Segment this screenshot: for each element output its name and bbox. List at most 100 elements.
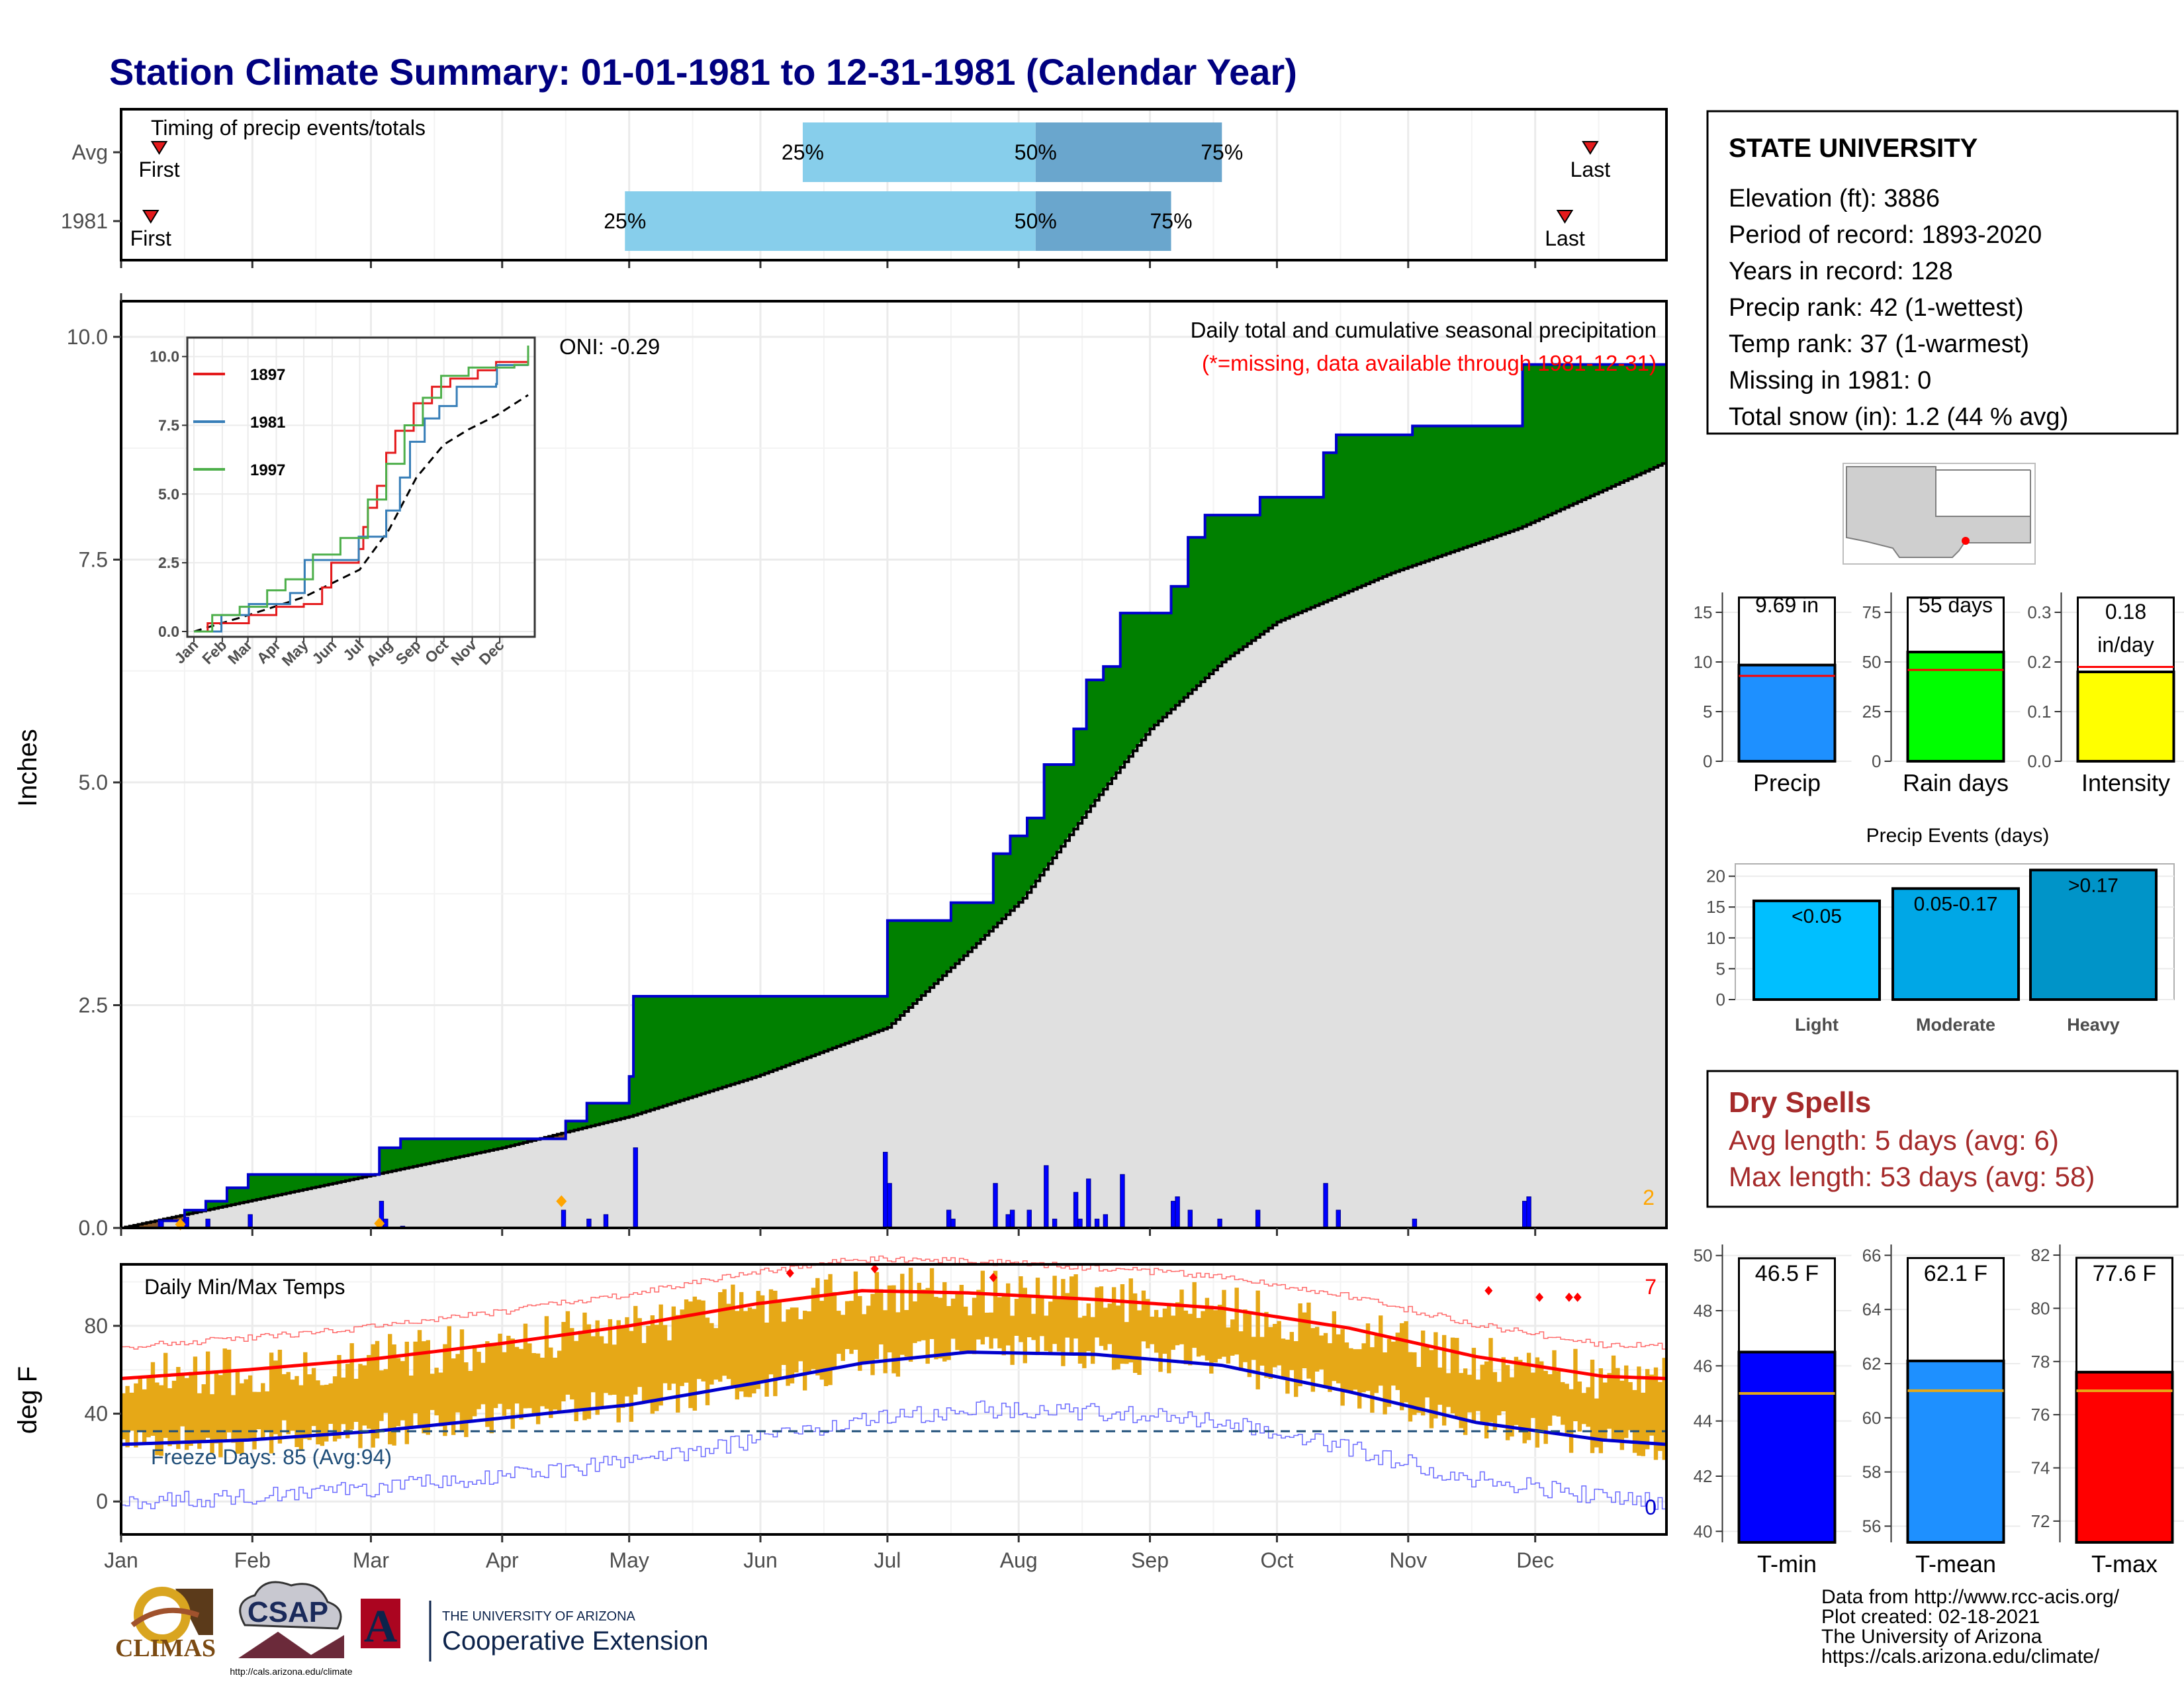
summary-rain-days-tick-label-2: 50 bbox=[1862, 652, 1882, 672]
timing-1981-p75-label: 75% bbox=[1150, 209, 1192, 233]
precip-y-axis: 0.0 2.5 5.0 7.5 10.0 bbox=[67, 293, 1537, 1240]
inset-line-1981 bbox=[194, 363, 528, 633]
summary-precip-bar bbox=[1737, 663, 1837, 763]
inset-legend-label-1981: 1981 bbox=[250, 414, 285, 432]
summary-bars: 0 5 10 15 9.69 in Precip 0 25 50 75 55 days Rain da… bbox=[1694, 592, 2184, 796]
timing-panel: 25% 50% 75% First Last 25% 50% 75% First Last Tim… bbox=[61, 108, 1668, 268]
credit-data-source: Data from http://www.rcc-acis.org/ bbox=[1821, 1586, 2120, 1608]
climas-mark-ring bbox=[134, 1587, 191, 1644]
temp-lines bbox=[120, 1255, 1667, 1510]
daily-precip-bar-29 bbox=[1187, 1209, 1193, 1229]
tempsum-t-mean-value: 62.1 F bbox=[1924, 1261, 1987, 1286]
tempsum-t-max-tick-label-1: 74 bbox=[2031, 1458, 2050, 1478]
timing-1981-last-label: Last bbox=[1545, 226, 1585, 250]
dry-spells-max: Max length: 53 days (avg: 58) bbox=[1729, 1161, 2095, 1192]
tempsum-t-max-value: 77.6 F bbox=[2093, 1261, 2156, 1286]
timing-1981-p25-label: 25% bbox=[604, 209, 646, 233]
record-high-line bbox=[121, 1255, 1666, 1350]
events-tick-label-3: 15 bbox=[1706, 897, 1725, 917]
timing-1981-q2-bar bbox=[1035, 191, 1171, 251]
timing-bars: 25% 50% 75% First Last 25% 50% 75% First Last bbox=[130, 122, 1610, 251]
summary-precip-tick-label-1: 5 bbox=[1703, 702, 1712, 722]
inset-legend-label-1897: 1897 bbox=[250, 366, 285, 384]
month-label-sep: Sep bbox=[1131, 1548, 1169, 1572]
tempsum-t-min-tick-label-3: 46 bbox=[1694, 1356, 1713, 1376]
events-moderate-label: Moderate bbox=[1916, 1015, 1995, 1035]
inset-frame bbox=[186, 336, 536, 638]
daily-precip-bar-27 bbox=[1171, 1201, 1176, 1229]
ua-logo-line2: Cooperative Extension bbox=[442, 1626, 708, 1656]
daily-temp-range-bars bbox=[121, 1268, 1666, 1460]
summary-precip-tick-label-0: 0 bbox=[1703, 751, 1712, 771]
ua-logo-letter: A bbox=[364, 1601, 398, 1652]
credit-university: The University of Arizona bbox=[1821, 1626, 2042, 1648]
temp-y-axis: 0 40 80 bbox=[84, 1314, 121, 1513]
events-title: Precip Events (days) bbox=[1866, 825, 2050, 847]
summary-intensity-tick-label-2: 0.2 bbox=[2027, 652, 2051, 672]
tempsum-t-mean-tick-label-3: 62 bbox=[1862, 1354, 1882, 1374]
summary-precip-tick-label-3: 15 bbox=[1694, 602, 1713, 622]
daily-precip-bar-36 bbox=[1526, 1196, 1531, 1229]
temp-daily-bars bbox=[121, 1268, 1666, 1460]
missing-data-marker-2 bbox=[556, 1195, 567, 1207]
station-box-frame bbox=[1706, 110, 2179, 435]
record-high-marker-5 bbox=[1565, 1292, 1573, 1302]
daily-precip-bar-32 bbox=[1323, 1183, 1328, 1229]
events-light-range: <0.05 bbox=[1792, 906, 1842, 927]
month-label-may: May bbox=[609, 1548, 649, 1572]
missing-data-marker-1 bbox=[374, 1217, 385, 1230]
timing-avg-q1-bar bbox=[802, 122, 1036, 182]
csap-logo-text: CSAP bbox=[248, 1596, 328, 1628]
events-heavy-label: Heavy bbox=[2067, 1015, 2120, 1035]
ua-logo-block bbox=[361, 1599, 400, 1648]
summary-rain-days-tick-label-1: 25 bbox=[1862, 702, 1882, 722]
summary-rain-days-bar bbox=[1906, 651, 2005, 763]
precip-y-label: Inches bbox=[13, 729, 42, 807]
events-tick-label-2: 10 bbox=[1706, 928, 1725, 948]
station-location-marker bbox=[1962, 537, 1970, 545]
temp-y-tick-label-0: 0 bbox=[96, 1489, 108, 1513]
daily-precip-bar-30 bbox=[1217, 1219, 1222, 1229]
temp-low-count: 0 bbox=[1645, 1495, 1657, 1519]
precip-title: Daily total and cumulative seasonal prec… bbox=[1191, 318, 1657, 342]
csap-url: http://cals.arizona.edu/climate bbox=[230, 1666, 352, 1677]
daily-precip-bar-22 bbox=[1077, 1219, 1083, 1229]
climas-mark-swoosh bbox=[130, 1607, 200, 1628]
precip-y-tick-label-3: 7.5 bbox=[79, 547, 108, 571]
daily-precip-bar-3 bbox=[248, 1214, 253, 1229]
tempsum-t-mean-tick-label-5: 66 bbox=[1862, 1245, 1882, 1265]
month-label-jul: Jul bbox=[874, 1548, 901, 1572]
tempsum-t-max-tick-label-4: 80 bbox=[2031, 1298, 2050, 1318]
month-label-jun: Jun bbox=[743, 1548, 778, 1572]
tempsum-t-mean-bar bbox=[1906, 1359, 2005, 1544]
record-high-marker-2 bbox=[989, 1272, 997, 1282]
daily-precip-bar-25 bbox=[1103, 1214, 1109, 1229]
daily-precip-bar-8 bbox=[586, 1219, 592, 1229]
precip-panel-frame bbox=[120, 300, 1668, 1229]
tempsum-t-min-tick-label-1: 42 bbox=[1694, 1466, 1713, 1486]
inset-bg bbox=[187, 338, 535, 637]
record-high-marker-3 bbox=[1484, 1286, 1493, 1295]
summary-intensity-tick-label-3: 0.3 bbox=[2027, 602, 2051, 622]
daily-precip-bar-13 bbox=[946, 1209, 952, 1229]
precip-events-chart: Precip Events (days) 05101520<0.05Light0… bbox=[1706, 825, 2175, 1035]
temp-high-count: 7 bbox=[1645, 1275, 1657, 1299]
precip-y-tick-label-2: 5.0 bbox=[79, 771, 108, 794]
oni-label: ONI: -0.29 bbox=[559, 334, 660, 359]
daily-precip-bar-2 bbox=[205, 1219, 210, 1229]
daily-precip-bar-20 bbox=[1052, 1219, 1058, 1229]
month-label-feb: Feb bbox=[234, 1548, 271, 1572]
month-label-jan: Jan bbox=[104, 1548, 138, 1572]
credits: Data from http://www.rcc-acis.org/ Plot … bbox=[1821, 1586, 2120, 1667]
tempsum-t-max-tick-label-2: 76 bbox=[2031, 1405, 2050, 1425]
tempsum-t-max-tick-label-3: 78 bbox=[2031, 1352, 2050, 1372]
record-high-marker-6 bbox=[1573, 1292, 1582, 1302]
tempsum-t-max-bar bbox=[2075, 1370, 2174, 1544]
page-title: Station Climate Summary: 01-01-1981 to 1… bbox=[109, 51, 1297, 93]
events-bars: 0 5 10 15 20 <0.05 Light 0.05-0.17 Moderate >0.17… bbox=[1706, 863, 2175, 1035]
dry-spells-box: Dry Spells Avg length: 5 days (avg: 6) M… bbox=[1706, 1070, 2179, 1208]
tempsum-t-mean-tick-label-0: 56 bbox=[1862, 1516, 1882, 1536]
timing-1981-first-label: First bbox=[130, 226, 171, 250]
